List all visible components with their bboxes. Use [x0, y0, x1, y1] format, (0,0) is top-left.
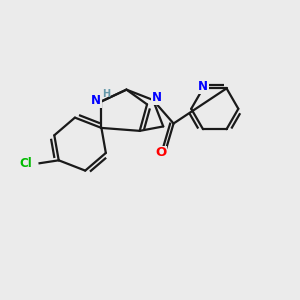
Text: N: N — [198, 80, 208, 93]
Text: O: O — [155, 146, 167, 159]
Text: H: H — [102, 89, 110, 99]
Text: N: N — [152, 91, 161, 104]
Text: Cl: Cl — [20, 157, 32, 170]
Text: N: N — [91, 94, 101, 107]
